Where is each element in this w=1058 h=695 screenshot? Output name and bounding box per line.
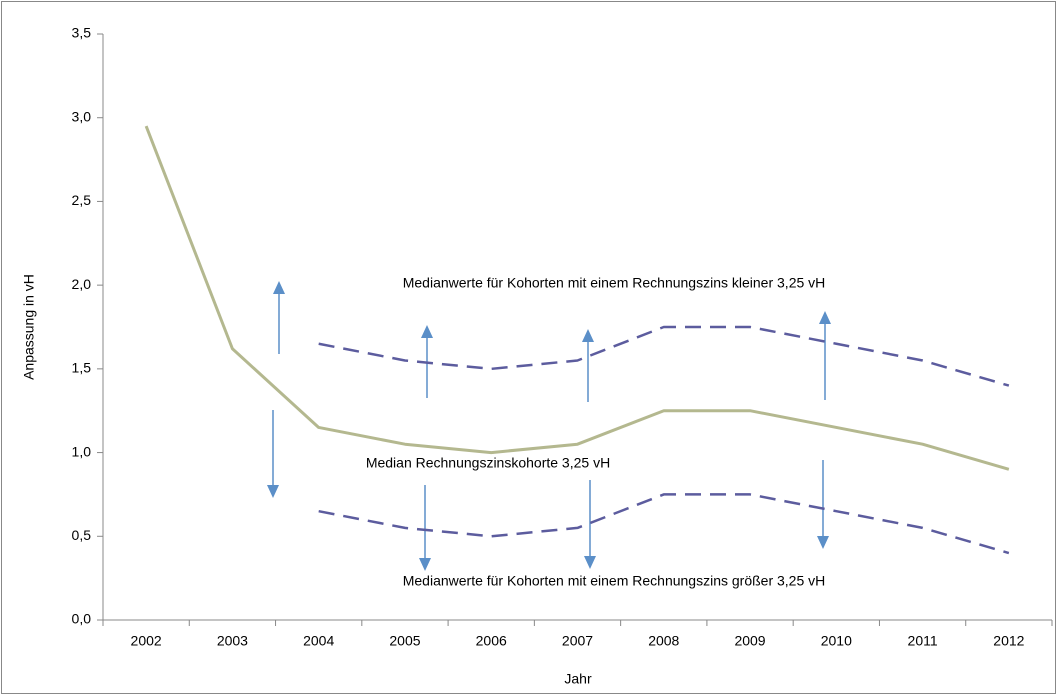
annotation: Medianwerte für Kohorten mit einem Rechn…: [403, 275, 826, 291]
arrowhead: [584, 556, 596, 569]
x-tick-label: 2006: [476, 633, 507, 649]
series-line: [318, 325, 1010, 387]
x-axis-label: Jahr: [564, 671, 592, 687]
series-line: [144, 125, 1010, 471]
arrowhead: [273, 281, 285, 294]
x-tick-label: 2008: [648, 633, 679, 649]
x-tick-label: 2009: [734, 633, 765, 649]
arrowhead: [582, 329, 594, 342]
y-axis-label: Anpassung in vH: [21, 274, 37, 380]
arrows: [267, 281, 831, 571]
y-tick-label: 1,0: [72, 443, 92, 459]
y-tick-label: 0,0: [72, 611, 92, 627]
arrowhead: [419, 558, 431, 571]
x-tick-label: 2005: [389, 633, 420, 649]
x-tick-label: 2010: [821, 633, 852, 649]
x-tick-label: 2007: [562, 633, 593, 649]
series-line: [318, 493, 1010, 555]
x-tick-label: 2011: [908, 633, 938, 649]
y-tick-label: 2,0: [72, 276, 92, 292]
annotation: Medianwerte für Kohorten mit einem Rechn…: [403, 573, 826, 589]
arrowhead: [421, 325, 433, 338]
y-tick-label: 2,5: [72, 192, 92, 208]
x-tick-label: 2004: [303, 633, 334, 649]
y-tick-label: 0,5: [72, 527, 92, 543]
arrowhead: [819, 311, 831, 324]
arrowhead: [817, 536, 829, 549]
annotation: Median Rechnungszinskohorte 3,25 vH: [366, 455, 610, 471]
y-tick-label: 1,5: [72, 360, 92, 376]
y-tick-label: 3,0: [72, 108, 92, 124]
y-tick-label: 3,5: [72, 25, 92, 41]
x-tick-label: 2002: [131, 633, 162, 649]
x-tick-label: 2012: [993, 633, 1024, 649]
x-tick-label: 2003: [217, 633, 248, 649]
arrowhead: [267, 485, 279, 498]
